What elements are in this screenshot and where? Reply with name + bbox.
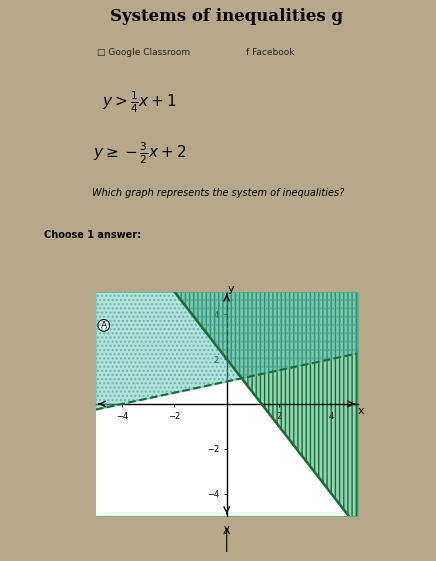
Text: x: x xyxy=(358,406,364,416)
Text: Systems of inequalities g: Systems of inequalities g xyxy=(110,8,343,25)
Text: Choose 1 answer:: Choose 1 answer: xyxy=(44,230,141,240)
Text: $y > \frac{1}{4}x + 1$: $y > \frac{1}{4}x + 1$ xyxy=(102,90,177,116)
Text: A: A xyxy=(101,321,107,330)
Text: $y \geq -\frac{3}{2}x + 2$: $y \geq -\frac{3}{2}x + 2$ xyxy=(93,140,186,166)
Text: y: y xyxy=(227,284,234,294)
Text: Which graph represents the system of inequalities?: Which graph represents the system of ine… xyxy=(92,188,344,198)
Text: f Facebook: f Facebook xyxy=(246,48,295,57)
Text: y: y xyxy=(224,524,230,534)
Text: □ Google Classroom: □ Google Classroom xyxy=(97,48,191,57)
